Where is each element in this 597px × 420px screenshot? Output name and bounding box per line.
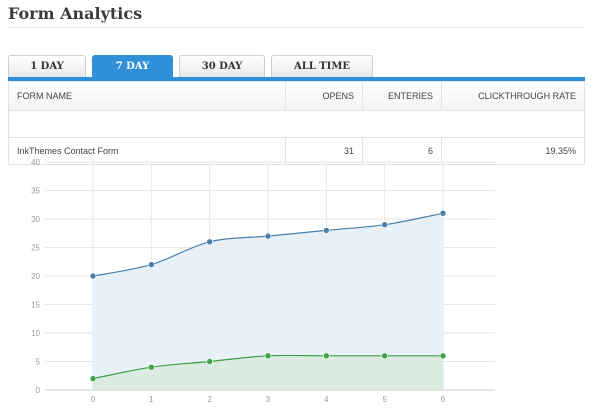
y-tick-label: 20 [31,272,40,281]
x-tick-label: 5 [382,395,387,404]
table-row[interactable]: InkThemes Contact Form 31 6 19.35% [8,137,585,165]
data-point-entries [323,352,330,360]
data-point-opens [206,238,213,246]
data-point-entries [439,352,447,360]
x-tick-label: 0 [91,395,96,404]
cell-rate: 19.35% [441,137,585,165]
x-tick-label: 3 [266,395,271,404]
header-opens[interactable]: OPENS [285,81,363,111]
x-tick-label: 4 [324,395,329,404]
table-spacer [8,110,585,138]
data-point-opens [323,227,330,234]
data-point-opens [89,272,97,280]
header-clickthrough-rate[interactable]: CLICKTHROUGH RATE [441,81,585,111]
form-stats-table: FORM NAME OPENS ENTERIES CLICKTHROUGH RA… [8,81,585,165]
analytics-chart: 0 5 10 15 20 25 30 35 40 0 1 2 3 4 5 6 [31,158,495,404]
y-tick-label: 30 [31,215,40,224]
data-point-opens [148,261,155,268]
y-tick-label: 40 [31,158,40,167]
y-tick-label: 5 [36,358,41,367]
data-point-opens [381,221,388,228]
tab-1-day[interactable]: 1 DAY [8,55,86,77]
y-tick-label: 25 [31,244,40,253]
x-tick-label: 2 [207,395,212,404]
data-point-entries [148,363,155,371]
page-title: Form Analytics [8,4,143,23]
data-point-entries [381,352,388,360]
header-form-name[interactable]: FORM NAME [8,81,286,111]
period-tabs: 1 DAY 7 DAY 30 DAY ALL TIME [8,55,585,77]
y-tick-label: 35 [31,187,40,196]
data-point-entries [89,375,97,382]
header-entries[interactable]: ENTERIES [362,81,442,111]
data-point-opens [264,232,272,240]
y-tick-label: 15 [31,301,40,310]
data-point-entries [206,358,213,365]
table-header-row: FORM NAME OPENS ENTERIES CLICKTHROUGH RA… [8,81,585,111]
y-tick-label: 10 [31,329,40,338]
data-point-opens [439,209,447,217]
x-tick-label: 1 [149,395,154,404]
data-point-entries [264,352,272,360]
tab-30-day[interactable]: 30 DAY [179,55,265,77]
x-tick-label: 6 [441,395,446,404]
tab-all-time[interactable]: ALL TIME [271,55,373,77]
series-area-opens [93,213,443,390]
cell-form-name: InkThemes Contact Form [8,137,286,165]
y-tick-label: 0 [36,386,41,395]
tab-7-day[interactable]: 7 DAY [92,55,173,77]
tab-underline-bar [8,77,585,81]
title-divider [8,27,585,28]
